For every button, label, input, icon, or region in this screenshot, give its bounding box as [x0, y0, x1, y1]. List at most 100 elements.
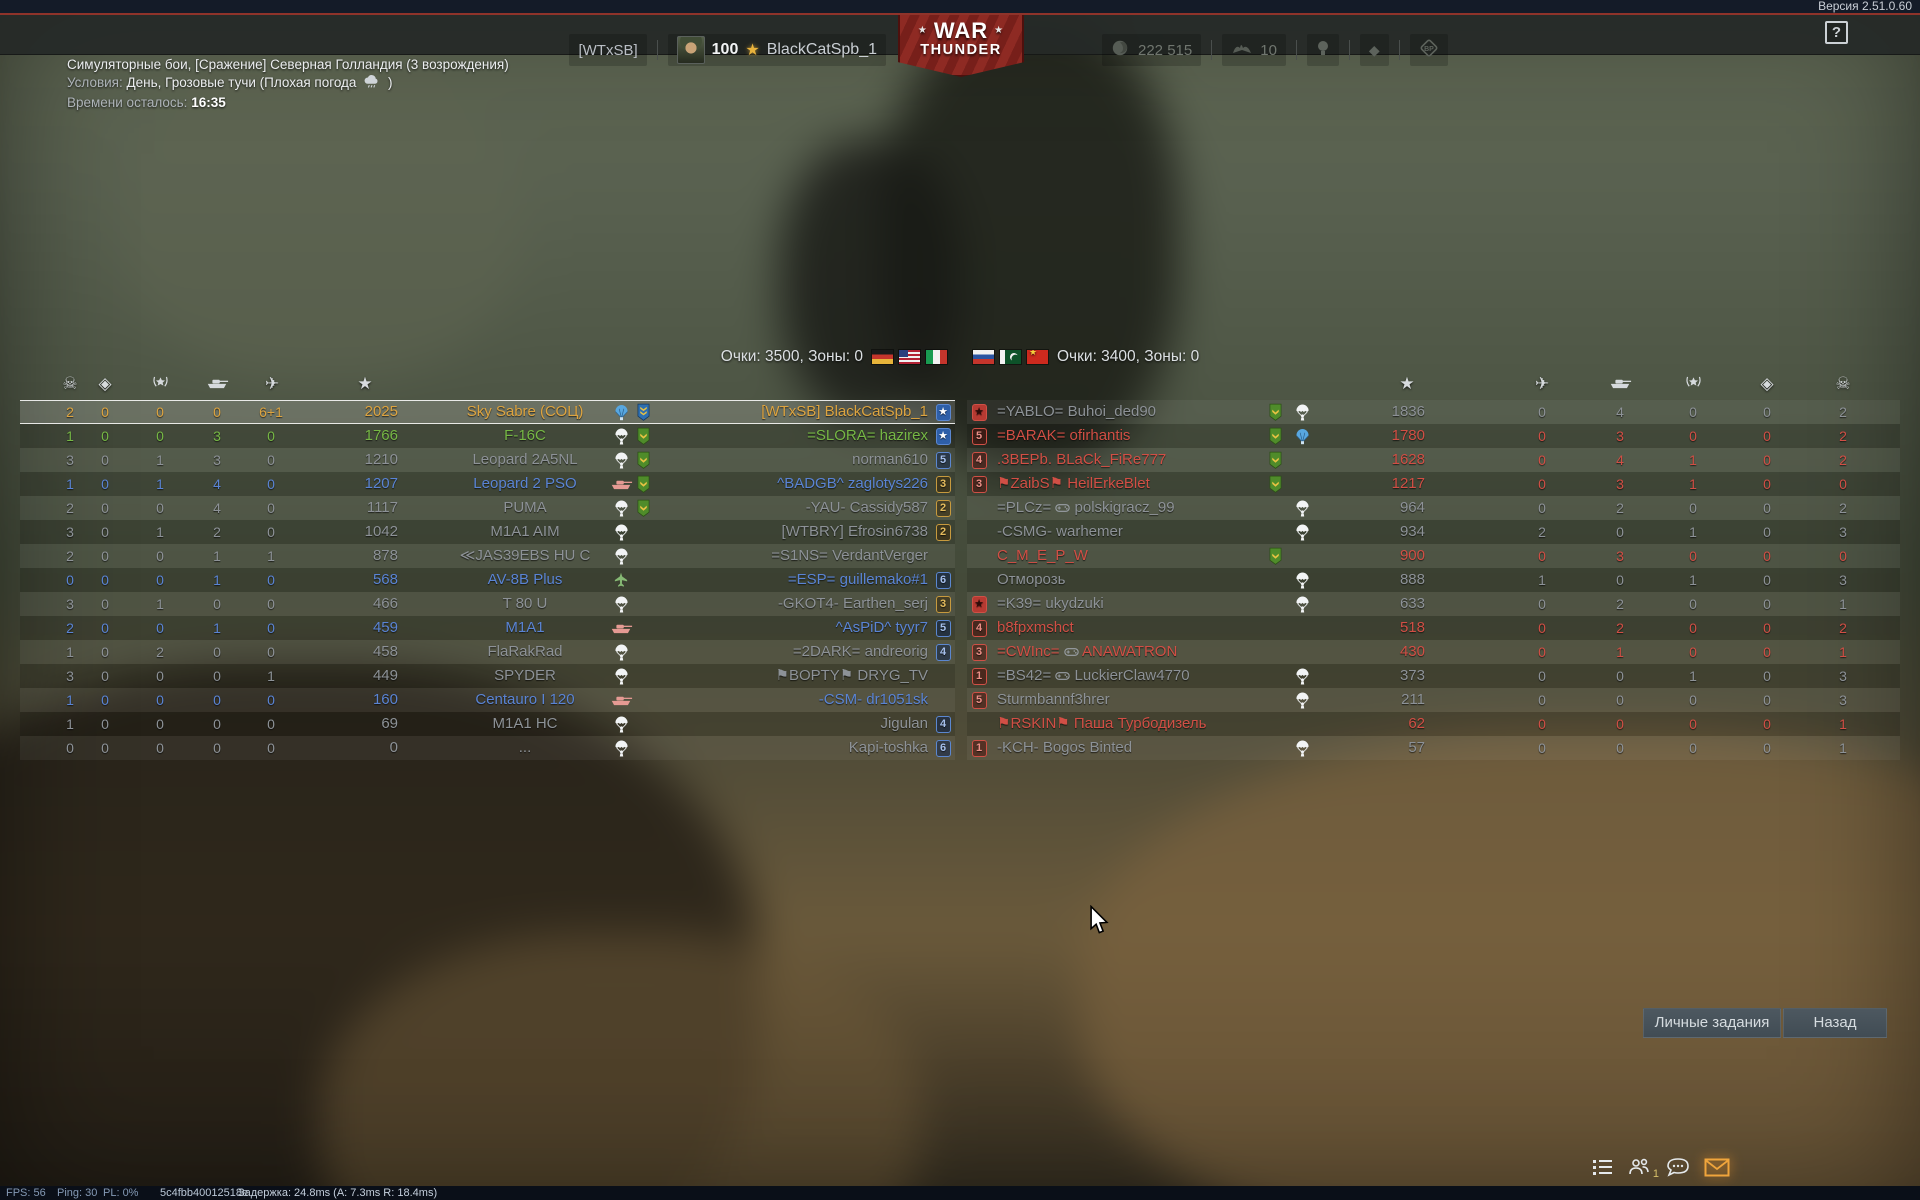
rank-badge: 6: [935, 571, 951, 589]
enemy-row[interactable]: 1 =BS42= LuckierClaw4770 373 0 0 1 0 3: [967, 664, 1900, 688]
wreath-value: 1: [1689, 524, 1697, 540]
ally-row[interactable]: 0 0 0 0 0 0... Kapi-toshka 6: [20, 736, 955, 760]
enemy-row[interactable]: 4 .3BEPb. BLaCk_FiRe777 1628 0 4 1 0 2: [967, 448, 1900, 472]
ground-kills-value: 4: [213, 476, 221, 492]
rank-badge: 1: [971, 739, 987, 757]
ally-row[interactable]: 2 0 0 0 6+1 2025 Sky Sabre (СОЦ) [WTxSB] BlackC…: [20, 400, 955, 424]
chevron-badge: [1264, 448, 1286, 472]
battle-log-icon[interactable]: [1592, 1158, 1614, 1176]
wreath-value: 0: [1689, 500, 1697, 516]
wreath-value: 0: [1689, 596, 1697, 612]
deaths-value: 0: [1839, 476, 1847, 492]
badge-cell: 4: [967, 616, 991, 640]
wreath-score-column-icon wreath-icon: [145, 374, 175, 395]
chevron-badge: [1264, 664, 1286, 688]
enemy-row[interactable]: ★ =K39= ukydzuki 633 0 2 0 0 1: [967, 592, 1900, 616]
air-kills-column-icon plane-icon: ✈: [264, 374, 280, 393]
vehicle-name: ...: [518, 739, 532, 756]
badge-cell: ★: [967, 400, 991, 424]
ally-table-header: ☠ ◈ ✈ ★: [20, 372, 955, 400]
chevron-badge: [632, 520, 654, 544]
wreath-value: 0: [1689, 404, 1697, 420]
score-value: 211: [1401, 691, 1425, 708]
silver-lions-panel[interactable]: 222 515: [1102, 34, 1202, 66]
enemy-row[interactable]: 5 =BARAK= ofirhantis 1780 0 3 0 0 2: [967, 424, 1900, 448]
deaths-value: 2: [1839, 428, 1847, 444]
status-bar: FPS: 56 Ping: 30 PL: 0% 5c4fbb40012518e …: [0, 1186, 1920, 1200]
wreath-value: 0: [1689, 716, 1697, 732]
parachutist-icon: [1287, 568, 1317, 592]
help-button[interactable]: ?: [1825, 21, 1848, 44]
ping-counter: Ping: 30: [57, 1187, 98, 1199]
ally-row[interactable]: 3 0 1 2 0 1042 M1A1 AIM [WTBRY] Efrosin6738 2: [20, 520, 955, 544]
enemy-row[interactable]: -CSMG- warhemer 934 2 0 1 0 3: [967, 520, 1900, 544]
enemy-row[interactable]: 3 ⚑ZaibS⚑ HeilErkeBlet 1217 0 3 1 0 0: [967, 472, 1900, 496]
ground-kills-value: 3: [1616, 548, 1624, 564]
none-icon: [1287, 712, 1317, 736]
rank-badge: 5: [935, 619, 951, 637]
enemy-row[interactable]: C_M_E_P_W 900 0 3 0 0 0: [967, 544, 1900, 568]
deaths-value: 2: [66, 620, 74, 636]
score-value: 518: [1399, 619, 1425, 636]
golden-eagles-panel[interactable]: 10: [1222, 34, 1286, 66]
rank-badge: 5: [971, 691, 987, 709]
boosters-button[interactable]: [1306, 34, 1339, 66]
ally-row[interactable]: 1 0 1 4 0 1207 Leopard 2 PSO ^BADGB^ zaglotys22…: [20, 472, 955, 496]
enemy-row[interactable]: ⚑RSKIN⚑ Паша Турбодизель 62 0 0 0 0 1: [967, 712, 1900, 736]
player-name: =CWInc= ANAWATRON: [997, 643, 1178, 660]
deaths-value: 3: [66, 524, 74, 540]
ally-row[interactable]: 3 0 1 0 0 466 T 80 U -GKOT4- Earthen_serj 3: [20, 592, 955, 616]
back-button[interactable]: Назад: [1783, 1008, 1887, 1038]
chevron-badge: [632, 496, 654, 520]
ally-row[interactable]: 1 0 0 3 0 1766 F-16C =SLORA= hazirex ★: [20, 424, 955, 448]
air-kills-value: 2: [1538, 524, 1546, 540]
enemy-row[interactable]: =PLCz= polskigracz_99 964 0 2 0 0 2: [967, 496, 1900, 520]
personal-tasks-button[interactable]: Личные задания: [1643, 1008, 1781, 1038]
enemy-row[interactable]: 3 =CWInc= ANAWATRON 430 0 1 0 0 1: [967, 640, 1900, 664]
ally-row[interactable]: 1 0 2 0 0 458 FlaRakRad =2DARK= andreorig 4: [20, 640, 955, 664]
enemy-row[interactable]: Отморозь 888 1 0 1 0 3: [967, 568, 1900, 592]
badge-cell: 5: [967, 424, 991, 448]
ally-row[interactable]: 2 0 0 4 0 1117 PUMA -YAU- Cassidy587 2: [20, 496, 955, 520]
divider: [1348, 40, 1350, 60]
ally-row[interactable]: 3 0 1 3 0 1210 Leopard 2A5NL norman610 5: [20, 448, 955, 472]
player-panel[interactable]: 100 ★ BlackCatSpb_1: [667, 34, 886, 66]
chat-icon[interactable]: [1665, 1157, 1691, 1177]
ally-row[interactable]: 0 0 0 1 0 568 AV-8B Plus =ESP= guillemako#1 6: [20, 568, 955, 592]
enemy-row[interactable]: 1 -KCH- Bogos Binted 57 0 0 0 0 1: [967, 736, 1900, 760]
air-kills-value: 1: [267, 548, 275, 564]
ally-row[interactable]: 1 0 0 0 0 69 M1A1 HC Jigulan 4: [20, 712, 955, 736]
squad-icon[interactable]: 1: [1627, 1157, 1659, 1180]
score-value: 1766: [364, 427, 398, 444]
vehicle-name: PUMA: [503, 499, 547, 516]
decals-button[interactable]: ◆: [1359, 34, 1389, 66]
ally-row[interactable]: 3 0 0 0 1 449 SPYDER ⚑BOPTY⚑ DRYG_TV: [20, 664, 955, 688]
deaths-value: 1: [1839, 644, 1847, 660]
badge-cell: 3: [930, 472, 956, 496]
score-value: 964: [1399, 499, 1425, 516]
zones-value: 0: [1763, 476, 1771, 492]
enemy-row[interactable]: ★ =YABLO= Buhoi_ded90 1836 0 4 0 0 2: [967, 400, 1900, 424]
air-kills-value: 0: [1538, 404, 1546, 420]
avatar[interactable]: [676, 36, 705, 64]
war-thunder-logo[interactable]: ★ WAR ★ THUNDER: [898, 15, 1024, 77]
ground-kills-value: 1: [213, 620, 221, 636]
ally-row[interactable]: 1 0 0 0 0 160 Centauro I 120 -CSM- dr1051sk: [20, 688, 955, 712]
ally-row[interactable]: 2 0 0 1 0 459 M1A1 ^AsPiD^ tyyr7 5: [20, 616, 955, 640]
ally-row[interactable]: 2 0 0 1 1 878 ≪JAS39EBS HU C =S1NS= VerdantVerg…: [20, 544, 955, 568]
air-kills-value: 0: [1538, 476, 1546, 492]
left-team-flags: [872, 350, 947, 364]
vehicle-name: Leopard 2 PSO: [473, 475, 577, 492]
mail-icon[interactable]: [1704, 1158, 1730, 1177]
clan-tag-panel[interactable]: [WTxSB]: [569, 34, 647, 66]
parachutist-icon: [1287, 400, 1317, 424]
deaths-value: 2: [1839, 404, 1847, 420]
enemy-row[interactable]: 5 Sturmbannf3hrer 211 0 0 0 0 3: [967, 688, 1900, 712]
enemy-row[interactable]: 4 b8fpxmshct 518 0 2 0 0 2: [967, 616, 1900, 640]
score-value: 1207: [364, 475, 398, 492]
player-name: [WTBRY] Efrosin6738: [781, 523, 928, 540]
score-value: 1780: [1391, 427, 1425, 444]
ground-kills-value: 2: [213, 524, 221, 540]
battlepass-button[interactable]: BP: [1409, 34, 1448, 66]
